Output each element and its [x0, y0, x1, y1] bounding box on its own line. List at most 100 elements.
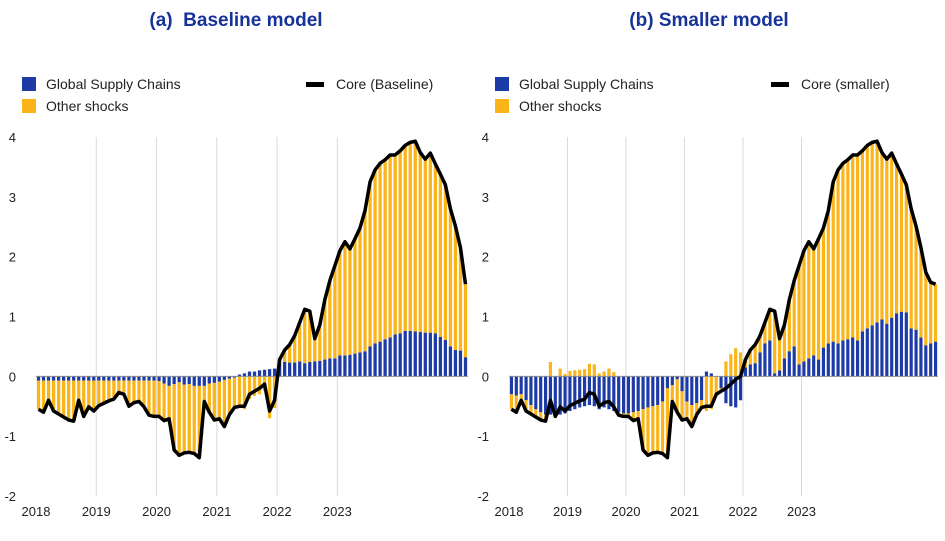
bar-other — [122, 380, 126, 395]
bar-other — [646, 407, 650, 456]
bar-supply — [212, 376, 216, 383]
bar-supply — [247, 371, 252, 377]
legend-swatch-supply — [495, 77, 509, 91]
bar-supply — [428, 332, 432, 377]
bar-other — [582, 369, 587, 377]
bar-supply — [826, 343, 830, 377]
bar-other — [283, 350, 287, 362]
bar-supply — [56, 376, 61, 381]
bar-supply — [607, 376, 611, 410]
bar-other — [46, 380, 51, 401]
bar-supply — [851, 337, 855, 377]
bar-supply — [709, 373, 713, 377]
legend-label-other: Other shocks — [46, 98, 129, 114]
bar-supply — [242, 373, 247, 377]
bar-supply — [680, 376, 684, 392]
bar-supply — [787, 351, 791, 377]
bar-other — [768, 309, 772, 341]
legend-swatch-other — [495, 99, 509, 113]
bar-other — [408, 142, 412, 331]
bar-supply — [318, 360, 322, 377]
y-tick-label: 1 — [482, 310, 489, 325]
chart-plot-baseline: 2018 2019 2020 2021 2022 2023 -2 -1 0 1 2 3 4 — [4, 130, 468, 519]
bar-other — [509, 394, 514, 410]
bar-other — [578, 369, 582, 377]
bar-other — [152, 380, 156, 417]
bar-other — [665, 388, 670, 458]
bar-other — [851, 154, 855, 338]
bar-supply — [147, 376, 151, 381]
bar-other — [612, 372, 616, 377]
bar-other — [709, 376, 713, 410]
legend-item-supply: Global Supply Chains — [22, 76, 181, 92]
bar-other — [308, 311, 312, 362]
bar-other — [792, 280, 796, 347]
bar-other — [433, 163, 437, 334]
core-line — [37, 139, 468, 460]
bar-other — [631, 412, 635, 421]
bar-supply — [870, 325, 874, 377]
bar-supply — [192, 376, 196, 386]
bar-supply — [758, 352, 762, 377]
bar-other — [660, 401, 665, 454]
bar-other — [875, 141, 879, 323]
bar-supply — [553, 376, 557, 416]
bar-other — [232, 377, 237, 408]
chart-title: (a) Baseline model — [149, 10, 323, 31]
bar-supply — [587, 376, 592, 406]
bar-supply — [514, 376, 518, 396]
bar-supply — [524, 376, 528, 401]
bar-supply — [899, 311, 904, 377]
bar-supply — [378, 341, 382, 377]
legend-item-core: Core (smaller) — [771, 76, 890, 92]
bar-supply — [860, 331, 865, 377]
bar-supply — [343, 355, 347, 377]
bar-supply — [612, 376, 616, 412]
bar-supply — [67, 376, 71, 381]
x-tick-label: 2020 — [142, 504, 171, 519]
bar-other — [388, 154, 392, 338]
bar-other — [534, 409, 538, 418]
bar-supply — [187, 376, 191, 385]
bar-other — [227, 378, 232, 415]
bar-supply — [403, 330, 407, 377]
chart-plot-smaller: 2018 2019 2020 2021 2022 2023 -2 -1 0 1 2 3 4 — [477, 130, 938, 519]
bar-supply — [729, 376, 733, 407]
bar-supply — [885, 323, 889, 377]
bar-other — [413, 141, 417, 332]
bar-supply — [670, 376, 674, 386]
bar-supply — [102, 376, 106, 381]
bar-other — [202, 385, 206, 402]
bar-supply — [358, 352, 362, 377]
bar-other — [463, 284, 468, 358]
bar-supply — [651, 376, 655, 407]
bar-other — [67, 380, 71, 421]
bar-supply — [458, 350, 463, 377]
bar-supply — [157, 376, 161, 382]
bar-other — [670, 385, 674, 402]
bar-other — [217, 381, 221, 419]
bar-supply — [182, 376, 186, 385]
bar-supply — [855, 340, 860, 377]
bar-other — [904, 184, 908, 313]
bar-supply — [227, 376, 232, 379]
bar-other — [524, 400, 528, 412]
bar-other — [132, 380, 136, 403]
bar-other — [807, 241, 811, 359]
bar-other — [72, 380, 76, 422]
bar-supply — [631, 376, 635, 413]
bar-supply — [914, 329, 918, 377]
legend-swatch-other — [22, 99, 36, 113]
bar-supply — [841, 340, 845, 377]
y-tick-label: 0 — [482, 369, 489, 384]
bar-supply — [41, 376, 46, 381]
bar-other — [192, 385, 196, 454]
bar-supply — [539, 376, 543, 413]
y-tick-label: -1 — [4, 429, 16, 444]
bar-other — [651, 406, 655, 453]
bar-other — [338, 250, 342, 356]
bar-other — [162, 383, 166, 421]
chart-panel-smaller: (b) Smaller model Global Supply Chains O… — [473, 0, 945, 541]
bar-supply — [617, 376, 621, 413]
bar-supply — [563, 376, 567, 414]
